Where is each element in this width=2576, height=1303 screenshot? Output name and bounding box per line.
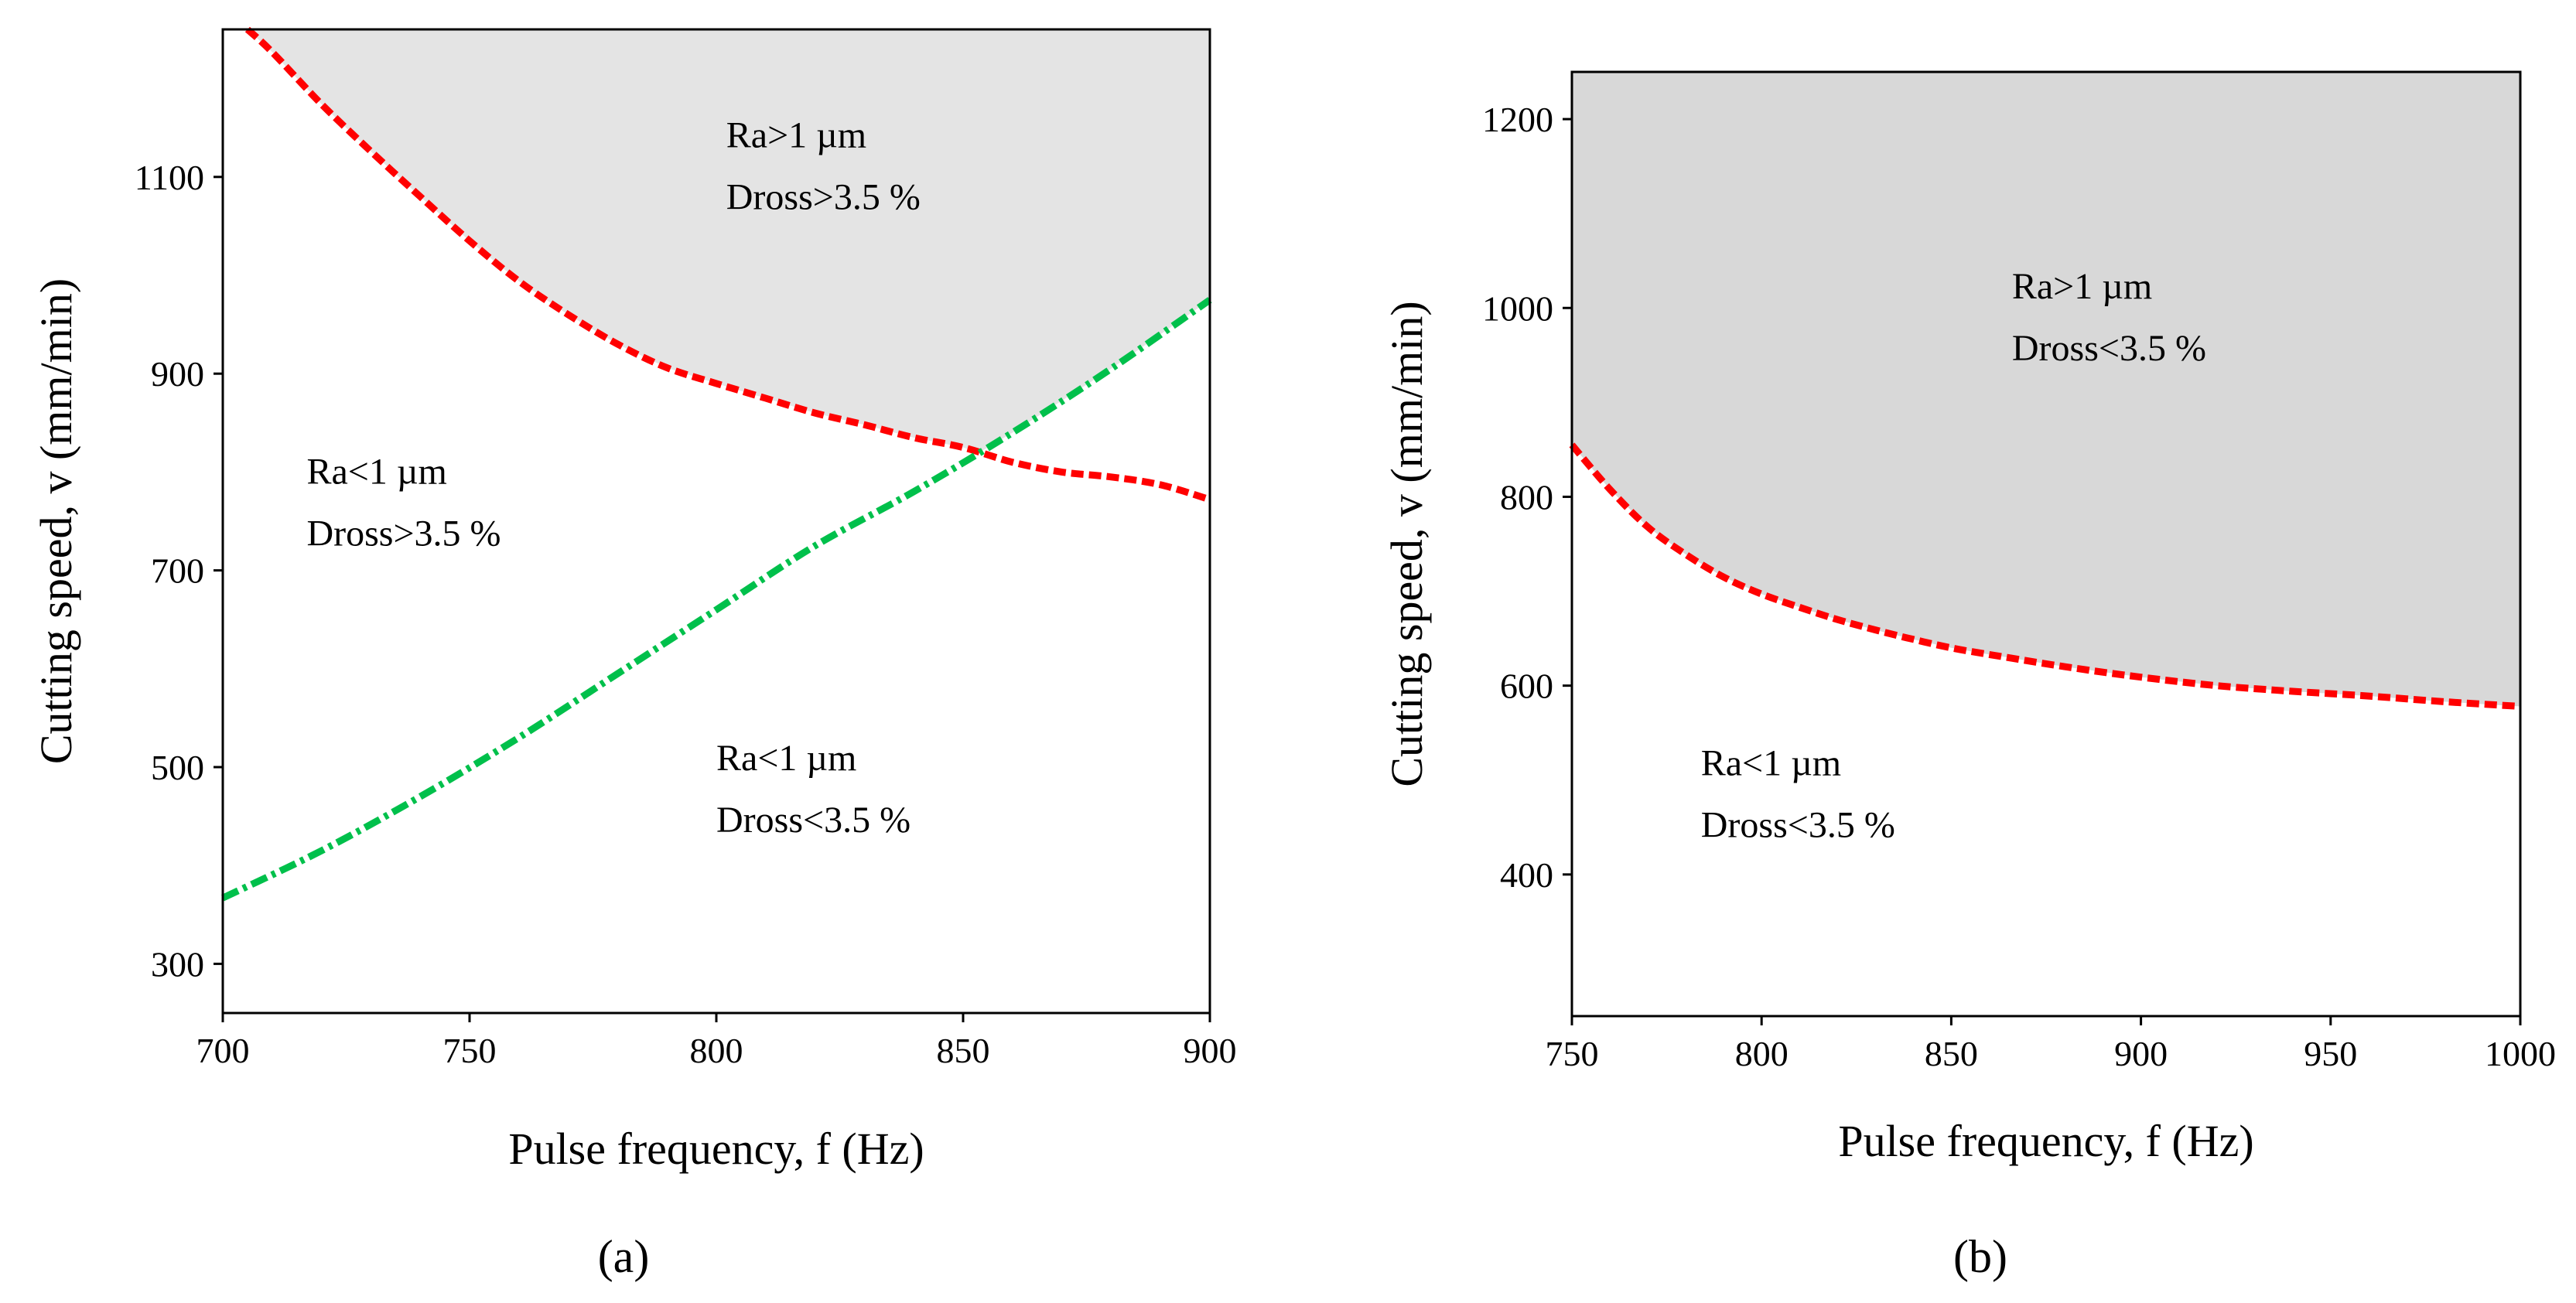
panel-a-region-label: Ra<1 µm Dross<3.5 % (716, 738, 910, 841)
panel-a-label: (a) (598, 1231, 650, 1282)
panel-b-region-label: Ra>1 µm Dross<3.5 % (2012, 266, 2206, 369)
panel-b-y-tick-label: 1200 (1482, 100, 1553, 139)
panel-a-series-line-green (221, 297, 1212, 902)
panel-b-x-tick-label: 850 (1925, 1034, 1978, 1073)
panel-a: 700 750 800 850 900 300 500 700 900 1100 Ra>1 µm D… (31, 26, 1237, 1282)
panel-b-y-tick-label: 1000 (1482, 288, 1553, 328)
panel-a-series-line-red (244, 26, 1211, 503)
panel-b-x-tick-label: 1000 (2485, 1034, 2556, 1073)
panel-a-shaded-region (223, 29, 1210, 452)
panel-a-y-tick-label: 500 (151, 748, 204, 787)
panel-b-plot-frame (1570, 70, 2522, 1018)
panel-a-y-tick-label: 700 (151, 551, 204, 591)
panel-a-region-label: Ra>1 µm Dross>3.5 % (726, 115, 921, 218)
panel-a-y-tick-label: 300 (151, 944, 204, 984)
panel-a-y-axis-title: Cutting speed, v (mm/min) (31, 278, 81, 764)
panel-b-x-tick-label: 950 (2304, 1034, 2357, 1073)
panel-a-x-tick-label: 900 (1184, 1031, 1237, 1070)
panel-a-y-tick-label: 1100 (135, 158, 204, 197)
panel-a-region-label: Ra<1 µm Dross>3.5 % (306, 452, 501, 554)
panel-b-y-tick-label: 600 (1500, 667, 1553, 706)
panel-b-y-axis-title: Cutting speed, v (mm/min) (1382, 301, 1432, 786)
panel-b-label: (b) (1953, 1231, 2007, 1282)
panel-b-x-tick-label: 800 (1735, 1034, 1789, 1073)
panel-a-x-tick-label: 850 (937, 1031, 990, 1070)
panel-a-x-tick-label: 700 (196, 1031, 250, 1070)
panel-a-x-tick-label: 800 (690, 1031, 743, 1070)
panel-b-y-tick-label: 400 (1500, 855, 1553, 895)
panel-b-x-axis-title: Pulse frequency, f (Hz) (1838, 1116, 2253, 1166)
panel-b-shaded-region (1572, 72, 2520, 707)
panel-b-x-tick-label: 900 (2114, 1034, 2168, 1073)
panel-a-x-tick-label: 750 (443, 1031, 497, 1070)
panel-a-x-axis-title: Pulse frequency, f (Hz) (508, 1124, 924, 1174)
panel-b: 750 800 850 900 950 1000 400 600 800 1000 1200 Ra>… (1382, 70, 2556, 1282)
panel-b-region-label: Ra<1 µm Dross<3.5 % (1701, 743, 1895, 846)
panel-b-series-line-red (1569, 442, 2521, 710)
panel-b-x-tick-label: 750 (1546, 1034, 1599, 1073)
panel-a-y-tick-label: 900 (151, 354, 204, 394)
panel-b-y-tick-label: 800 (1500, 477, 1553, 517)
